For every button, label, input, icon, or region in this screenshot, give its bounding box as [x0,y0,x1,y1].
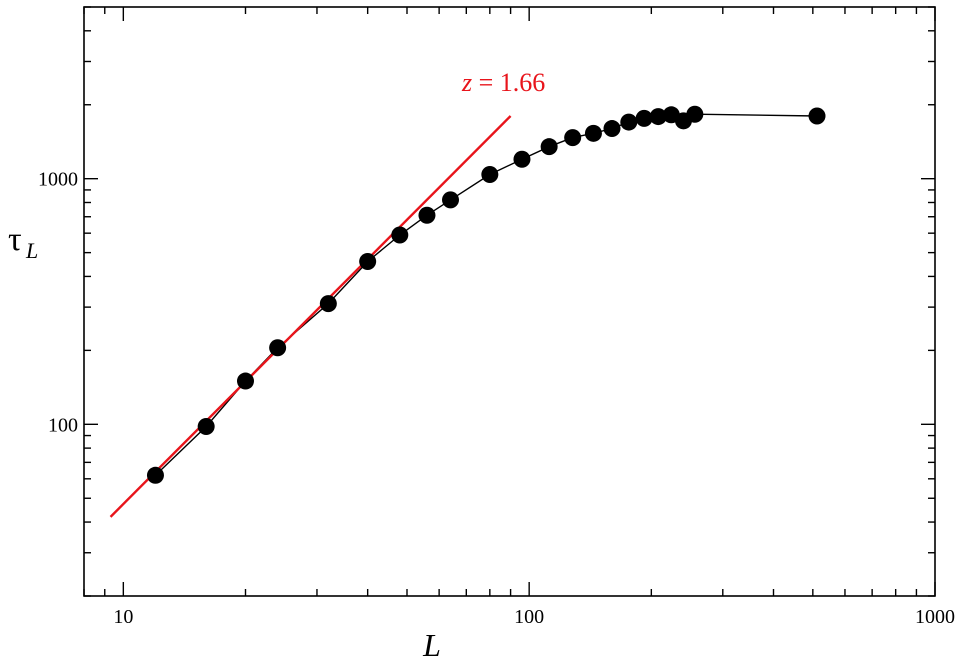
axis-ticks [83,6,936,597]
data-point [359,253,377,271]
data-point [649,108,667,126]
x-tick-label: 1000 [915,606,955,628]
data-point [620,113,638,131]
data-point [481,166,499,184]
fit-annotation-value: = 1.66 [472,68,545,97]
data-marks [109,105,826,518]
y-tick-label: 1000 [38,169,78,191]
tick-labels: 10 100 1000 100 1000 [38,169,955,628]
data-point [197,417,215,435]
data-point [808,107,826,125]
data-point [418,206,436,224]
data-point [391,226,409,244]
data-point [686,105,704,123]
fit-line [109,115,512,518]
fit-annotation-variable: z [461,68,472,97]
data-point [584,124,602,142]
y-tick-label: 100 [48,414,78,436]
y-axis-label-main: τ [8,221,22,258]
plot-frame [83,6,936,597]
data-point [540,138,558,156]
data-point [635,109,653,127]
x-tick-label: 100 [514,606,544,628]
data-point [269,339,287,357]
data-point [319,295,337,313]
fit-annotation: z = 1.66 [461,68,545,97]
data-point [513,150,531,168]
data-point [442,191,460,209]
data-point [146,466,164,484]
y-axis-label: τ L [8,221,38,263]
data-point [236,372,254,390]
data-point [603,120,621,138]
x-axis-label: L [422,627,441,663]
x-tick-label: 10 [113,606,133,628]
y-axis-label-subscript: L [25,238,38,263]
data-point [564,129,582,147]
